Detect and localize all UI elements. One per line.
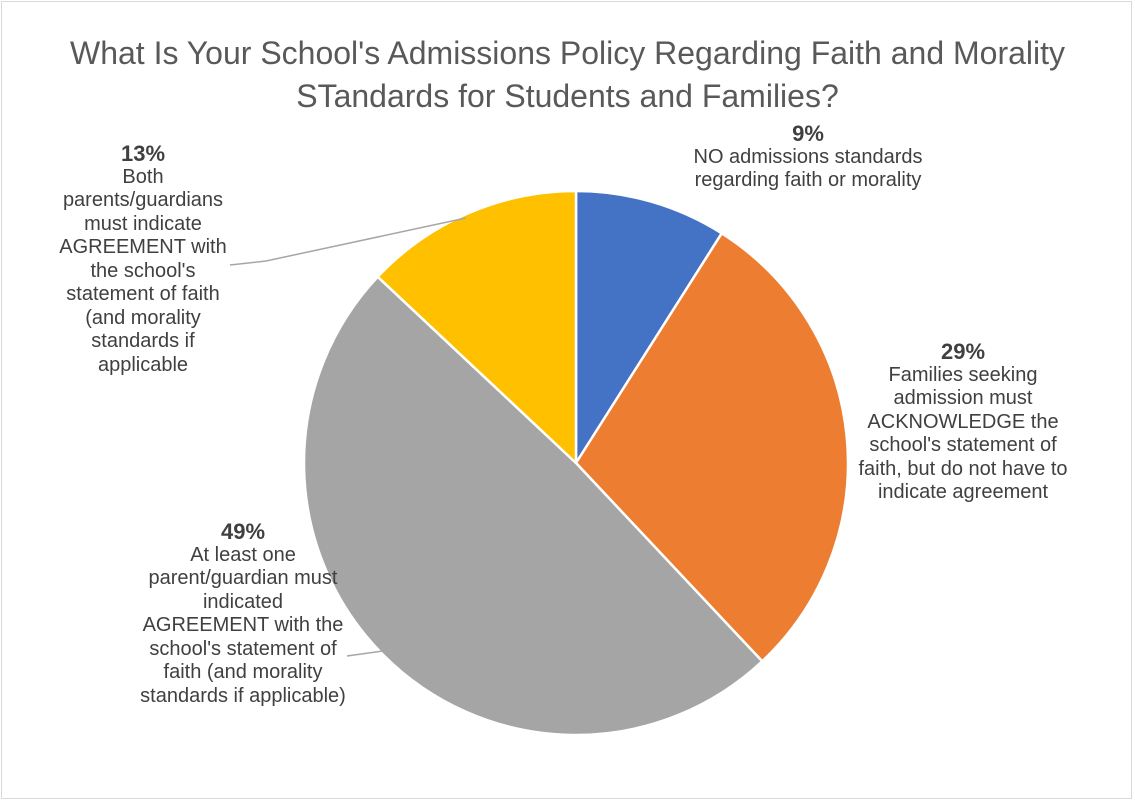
- pie-slice-one-parent-agreement: [302, 275, 764, 737]
- slice-description: Families seeking admission must ACKNOWLE…: [858, 363, 1068, 504]
- slice-description: At least one parent/guardian must indica…: [140, 543, 346, 707]
- slice-label-one-parent-agreement: 49% At least one parent/guardian must in…: [138, 520, 348, 708]
- slice-percent: 49%: [220, 519, 266, 544]
- slice-percent: 29%: [940, 339, 986, 364]
- slice-percent: 9%: [792, 121, 824, 146]
- slice-label-acknowledge: 29% Families seeking admission must ACKN…: [858, 340, 1068, 505]
- slice-description: NO admissions standards regarding faith …: [693, 145, 923, 192]
- chart-title: What Is Your School's Admissions Policy …: [69, 35, 1066, 114]
- slice-percent: 13%: [120, 141, 166, 166]
- slice-description: Both parents/guardians must indicate AGR…: [59, 165, 227, 376]
- pie-slice-acknowledge: [574, 232, 850, 663]
- pie-slice-no-standards: [574, 189, 723, 465]
- slice-label-no-standards: 9% NO admissions standards regarding fai…: [672, 122, 944, 193]
- pie-slice-both-parents-agreement: [376, 189, 578, 465]
- leader-line-one-parent: [346, 650, 384, 657]
- slice-label-both-parents-agreement: 13% Both parents/guardians must indicate…: [55, 142, 231, 377]
- leader-line-both-parents: [229, 217, 467, 266]
